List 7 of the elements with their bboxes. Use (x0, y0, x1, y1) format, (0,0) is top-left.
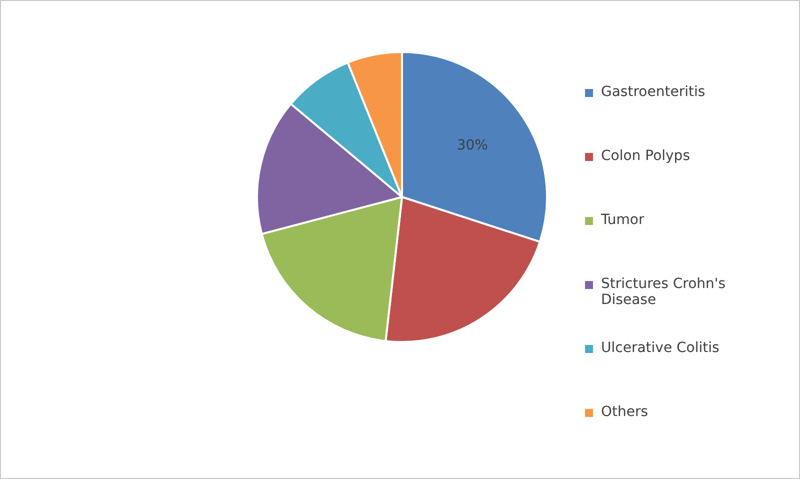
legend-label: Others (601, 404, 648, 420)
legend-label: Strictures Crohn's Disease (601, 276, 727, 308)
legend-label: Tumor (601, 212, 644, 228)
legend-label: Colon Polyps (601, 148, 690, 164)
legend-label: Gastroenteritis (601, 84, 706, 100)
data-label: 30% (456, 138, 488, 154)
legend-label: Ulcerative Colitis (601, 340, 720, 356)
